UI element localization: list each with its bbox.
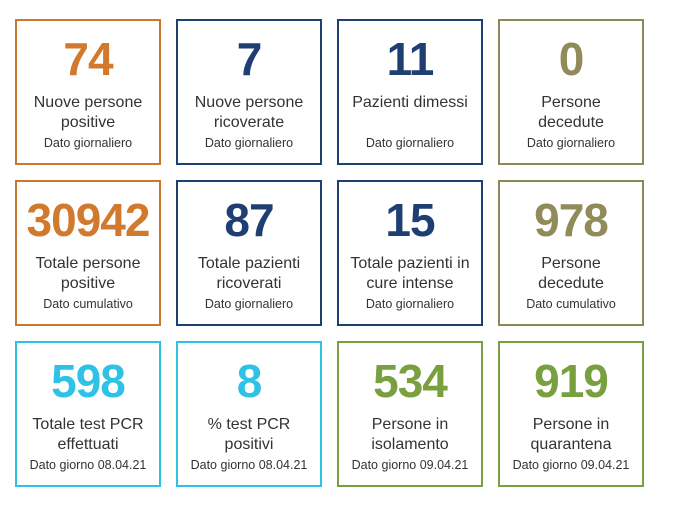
card-quarantine: 919 Persone in quarantena Dato giorno 09.… <box>498 341 644 487</box>
card-value: 7 <box>236 33 263 85</box>
card-subtitle: Dato giornaliero <box>43 136 133 150</box>
card-pcr-positive-rate: 8 % test PCR positivi Dato giorno 08.04.2… <box>176 341 322 487</box>
card-pcr-tests: 598 Totale test PCR effettuati Dato giorn… <box>15 341 161 487</box>
card-subtitle: Dato giorno 08.04.21 <box>190 458 308 472</box>
card-intensive-care: 15 Totale pazienti in cure intense Dato g… <box>337 180 483 326</box>
card-new-positive: 74 Nuove persone positive Dato giornalier… <box>15 19 161 165</box>
card-value: 0 <box>558 33 585 85</box>
card-new-hospitalized: 7 Nuove persone ricoverate Dato giornalie… <box>176 19 322 165</box>
card-value: 15 <box>385 194 435 246</box>
card-label: Totale test PCR effettuati <box>32 416 144 453</box>
card-subtitle: Dato cumulativo <box>526 297 616 311</box>
card-subtitle: Dato giornaliero <box>204 136 294 150</box>
card-subtitle: Dato giorno 08.04.21 <box>29 458 147 472</box>
card-label: Pazienti dimessi <box>352 94 468 111</box>
card-deceased-cumulative: 978 Persone decedute Dato cumulativo <box>498 180 644 326</box>
card-deceased-daily: 0 Persone decedute Dato giornaliero <box>498 19 644 165</box>
card-value: 978 <box>534 194 609 246</box>
card-value: 87 <box>224 194 274 246</box>
card-label: Nuove persone ricoverate <box>194 94 304 131</box>
card-value: 598 <box>51 355 126 407</box>
card-value: 30942 <box>26 194 151 246</box>
card-subtitle: Dato cumulativo <box>43 297 133 311</box>
card-label: Persone decedute <box>538 255 604 292</box>
card-subtitle: Dato giorno 09.04.21 <box>351 458 469 472</box>
card-label: Persone decedute <box>538 94 604 131</box>
card-value: 74 <box>63 33 113 85</box>
card-value: 534 <box>373 355 448 407</box>
card-value: 919 <box>534 355 609 407</box>
card-label: % test PCR positivi <box>207 416 291 453</box>
card-label: Persone in isolamento <box>371 416 449 453</box>
card-value: 8 <box>236 355 263 407</box>
card-label: Totale pazienti ricoverati <box>197 255 301 292</box>
card-subtitle: Dato giornaliero <box>365 297 455 311</box>
card-label: Totale pazienti in cure intense <box>350 255 470 292</box>
card-total-positive: 30942 Totale persone positive Dato cumula… <box>15 180 161 326</box>
card-subtitle: Dato giornaliero <box>204 297 294 311</box>
card-isolation: 534 Persone in isolamento Dato giorno 09.… <box>337 341 483 487</box>
card-label: Totale persone positive <box>35 255 141 292</box>
card-discharged: 11 Pazienti dimessi Dato giornaliero <box>337 19 483 165</box>
card-label: Nuove persone positive <box>33 94 143 131</box>
card-subtitle: Dato giornaliero <box>365 136 455 150</box>
card-label: Persone in quarantena <box>530 416 612 453</box>
card-subtitle: Dato giornaliero <box>526 136 616 150</box>
card-value: 11 <box>386 33 435 85</box>
card-total-hospitalized: 87 Totale pazienti ricoverati Dato giorna… <box>176 180 322 326</box>
card-subtitle: Dato giorno 09.04.21 <box>512 458 630 472</box>
